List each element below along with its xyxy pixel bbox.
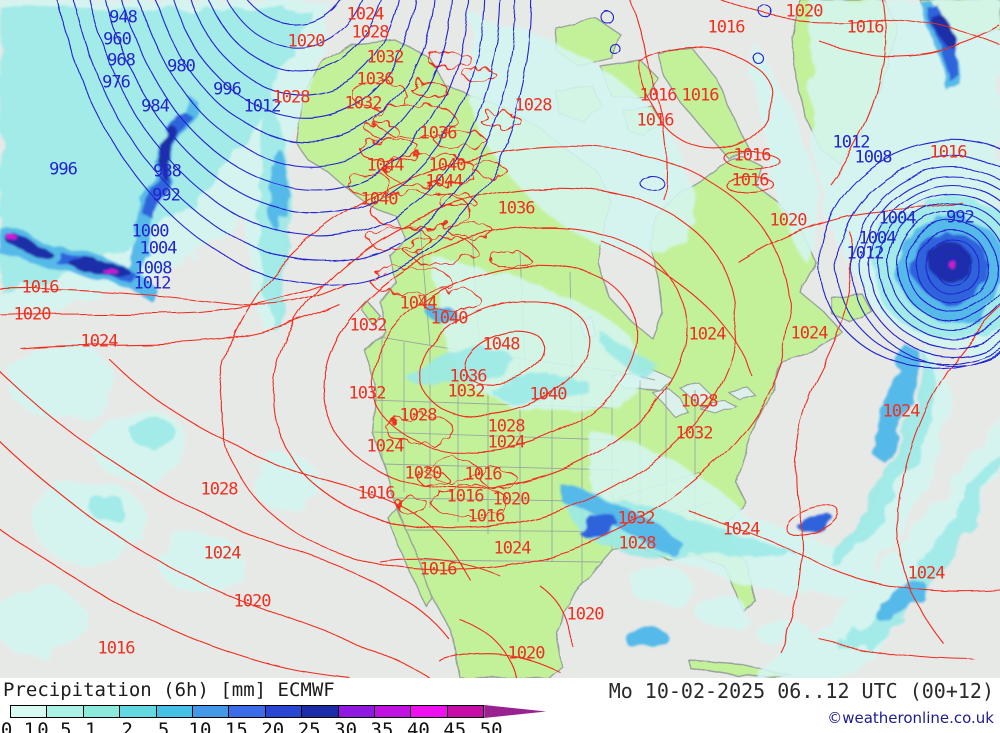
scale-tick-label: 1 — [85, 719, 97, 733]
scale-tick-label: 25 — [297, 719, 321, 733]
scale-swatch — [46, 705, 84, 718]
scale-swatch — [374, 705, 412, 718]
scale-overflow-arrow — [484, 705, 547, 718]
copyright-link[interactable]: ©weatheronline.co.uk — [827, 709, 994, 727]
scale-swatch — [410, 705, 448, 718]
forecast-map: 948 960 968 980 976 996 984 1012 996 988 992 1000 10… — [0, 0, 1000, 678]
legend-title: Precipitation (6h) [mm] ECMWF — [3, 679, 335, 701]
scale-tick-label: 35 — [370, 719, 394, 733]
isobars-blue — [46, 0, 1000, 369]
scale-tick-label: 10 — [188, 719, 212, 733]
scale-swatch — [82, 705, 121, 718]
scale-tick-label: 30 — [334, 719, 358, 733]
scale-tick-label: 45 — [443, 719, 467, 733]
isobars-red — [0, 0, 1000, 678]
scale-swatch — [192, 705, 230, 718]
scale-tick-label: 20 — [261, 719, 285, 733]
scale-tick-label: 40 — [406, 719, 430, 733]
scale-swatch — [119, 705, 157, 718]
map-canvas — [0, 0, 1000, 678]
legend-footer: Precipitation (6h) [mm] ECMWF Mo 10-02-2… — [0, 678, 1000, 733]
scale-tick-label: 0.1 — [0, 719, 36, 733]
forecast-datetime: Mo 10-02-2025 06..12 UTC (00+12) — [608, 679, 994, 703]
scale-swatch — [228, 705, 266, 718]
atlantic-low — [819, 139, 1000, 369]
scale-tick-label: 0.5 — [37, 719, 72, 733]
vancouver-island — [361, 299, 381, 327]
scale-swatch — [446, 705, 485, 718]
scale-swatch — [301, 705, 339, 718]
scale-tick-label: 50 — [479, 719, 503, 733]
scale-swatch — [337, 705, 375, 718]
baja-peninsula — [387, 507, 433, 607]
scale-tick-label: 15 — [224, 719, 248, 733]
scale-swatch — [10, 705, 48, 718]
scale-tick-label: 2 — [121, 719, 133, 733]
scale-swatch — [264, 705, 303, 718]
scale-tick-label: 5 — [157, 719, 170, 733]
baffin-island — [657, 47, 749, 161]
scale-swatch — [155, 705, 193, 718]
gulf-of-alaska-low — [46, 0, 534, 285]
